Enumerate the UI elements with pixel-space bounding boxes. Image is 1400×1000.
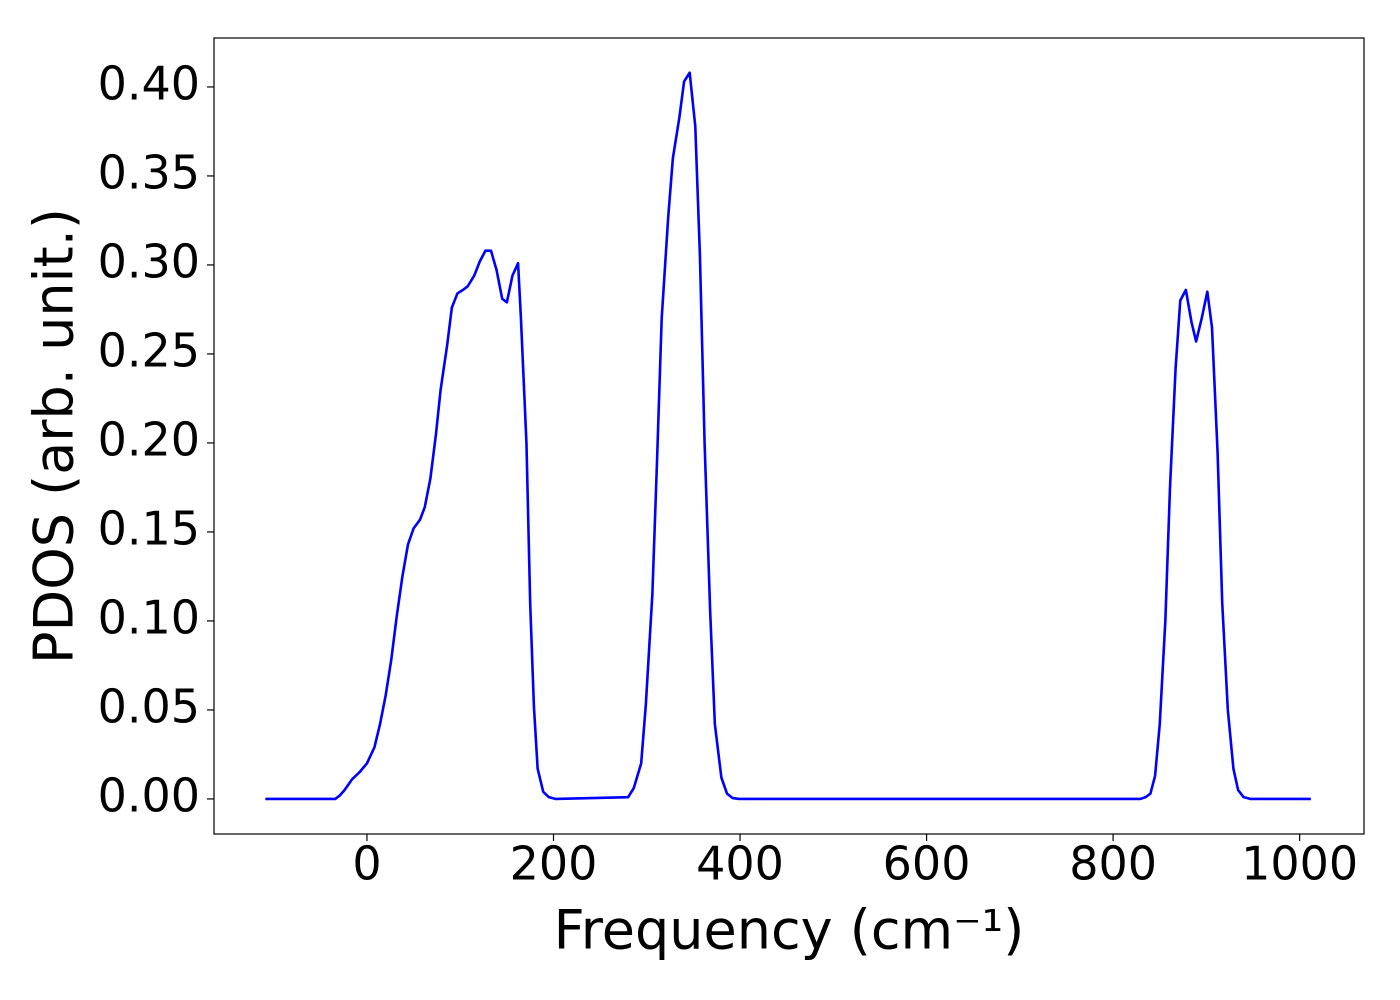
x-tick-label: 600 (883, 837, 971, 891)
y-tick-label: 0.15 (98, 501, 200, 555)
y-tick-label: 0.05 (98, 679, 200, 733)
line-series (265, 71, 1311, 801)
x-tick-label: 1000 (1241, 837, 1358, 891)
x-tick-label: 0 (352, 837, 381, 891)
plot-frame (213, 37, 1365, 835)
x-tick-label: 800 (1069, 837, 1157, 891)
y-tick-label: 0.35 (98, 145, 200, 199)
y-tick-label: 0.00 (98, 768, 200, 822)
x-tick-label: 200 (510, 837, 598, 891)
x-axis-label: Frequency (cm⁻¹) (554, 899, 1025, 962)
y-tick-label: 0.40 (98, 56, 200, 110)
y-tick-label: 0.30 (98, 234, 200, 288)
y-tick-label: 0.25 (98, 323, 200, 377)
y-axis-label: PDOS (arb. unit.) (23, 208, 86, 664)
y-tick-label: 0.20 (98, 412, 200, 466)
x-tick-label: 400 (696, 837, 784, 891)
y-tick-label: 0.10 (98, 590, 200, 644)
